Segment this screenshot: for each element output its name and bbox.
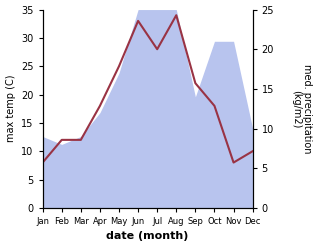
X-axis label: date (month): date (month) — [107, 231, 189, 242]
Y-axis label: max temp (C): max temp (C) — [5, 75, 16, 143]
Y-axis label: med. precipitation
(kg/m2): med. precipitation (kg/m2) — [291, 64, 313, 153]
